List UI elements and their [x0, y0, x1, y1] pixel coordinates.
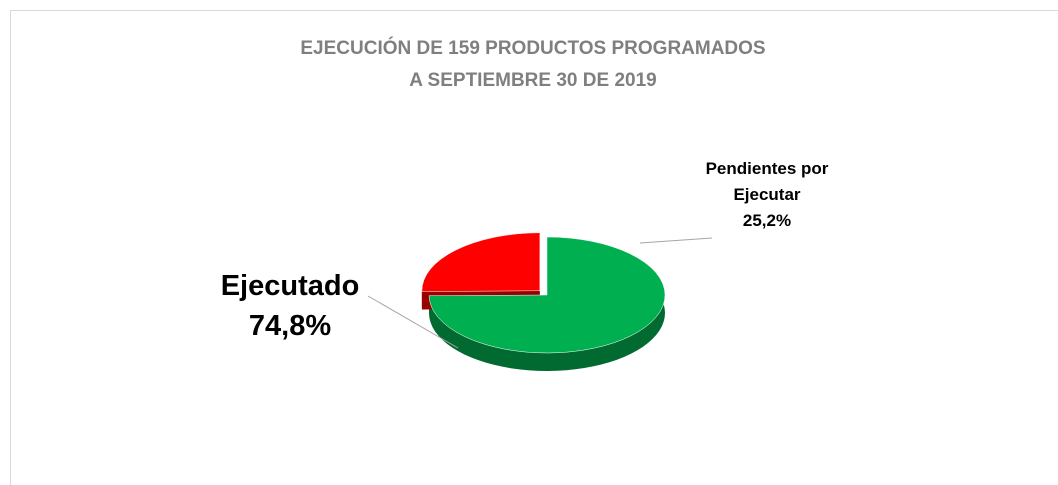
value-label: 25,2% [742, 211, 792, 230]
category-label: Pendientes por Ejecutar [705, 159, 829, 204]
chart-title: EJECUCIÓN DE 159 PRODUCTOS PROGRAMADOS [300, 37, 765, 59]
pie-slice [421, 232, 541, 292]
pie-slice [428, 236, 666, 354]
data-label: Pendientes por Ejecutar 25,2% [687, 156, 847, 234]
chart-frame [10, 10, 1058, 485]
category-label: Ejecutado [220, 270, 360, 302]
leader-line [639, 237, 713, 244]
chart-title: A SEPTIEMBRE 30 DE 2019 [409, 70, 656, 91]
value-label: 74,8% [248, 310, 332, 342]
leader-line [367, 295, 459, 349]
data-label: Ejecutado 74,8% [190, 266, 390, 346]
pie [421, 232, 666, 371]
